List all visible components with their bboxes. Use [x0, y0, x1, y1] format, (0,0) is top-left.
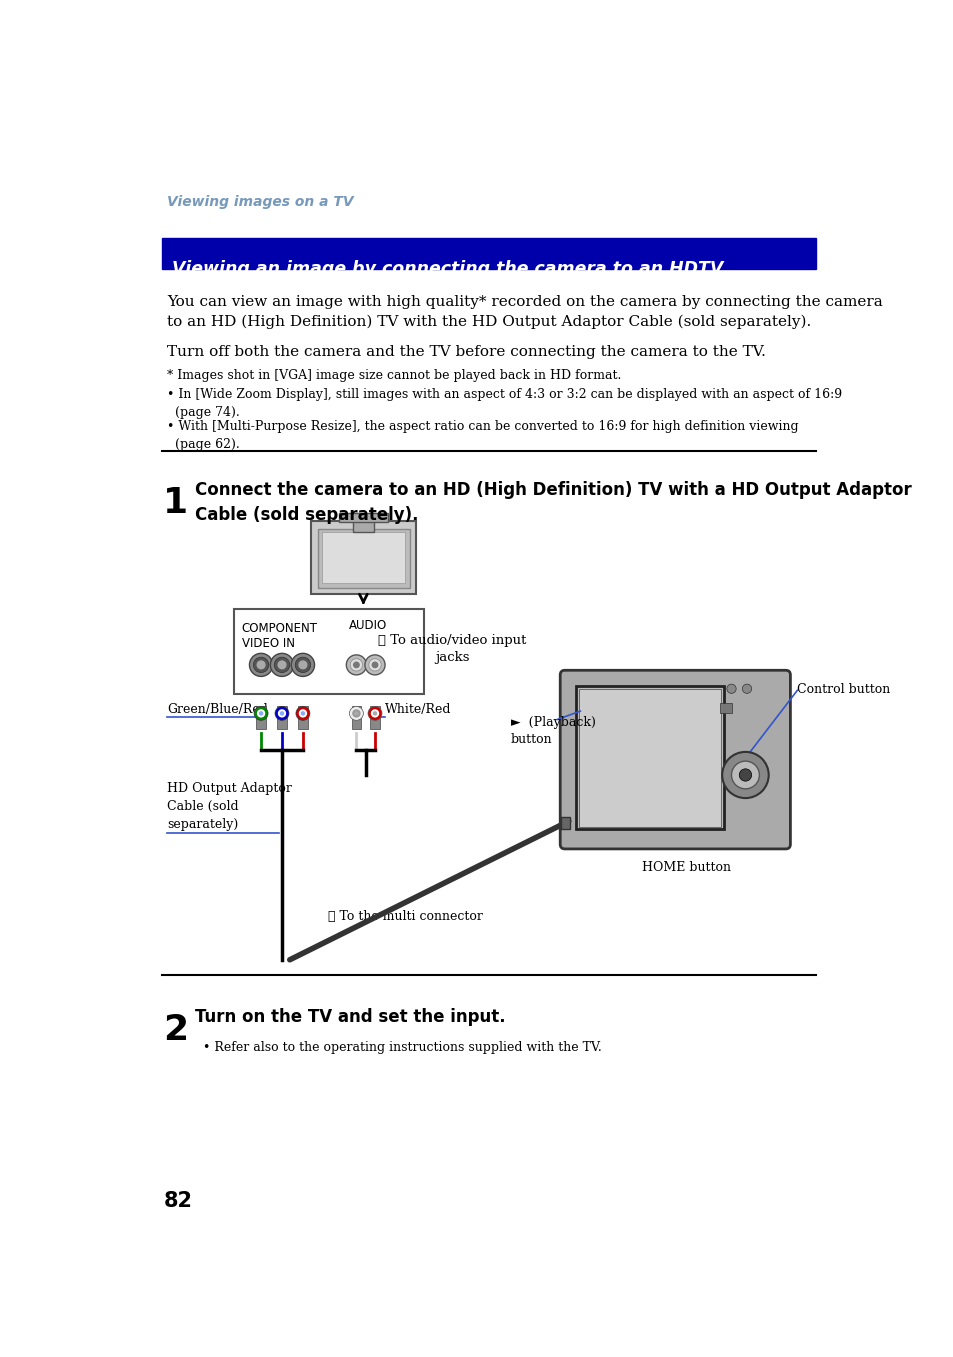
Text: You can view an image with high quality* recorded on the camera by connecting th: You can view an image with high quality*… — [167, 296, 882, 330]
Circle shape — [372, 662, 377, 668]
Text: Viewing images on a TV: Viewing images on a TV — [167, 195, 354, 209]
Text: Turn off both the camera and the TV before connecting the camera to the TV.: Turn off both the camera and the TV befo… — [167, 345, 765, 360]
Circle shape — [353, 710, 359, 716]
Text: Control button: Control button — [797, 683, 890, 696]
Circle shape — [349, 707, 363, 721]
Circle shape — [274, 657, 290, 673]
Circle shape — [721, 752, 768, 798]
Text: ② To the multi connector: ② To the multi connector — [328, 909, 483, 923]
Circle shape — [249, 653, 273, 676]
Bar — [370, 706, 379, 729]
Circle shape — [739, 769, 751, 782]
Bar — [322, 532, 405, 584]
Circle shape — [280, 712, 283, 715]
Circle shape — [299, 710, 306, 716]
Circle shape — [257, 710, 264, 716]
Circle shape — [346, 655, 366, 674]
Circle shape — [368, 707, 381, 721]
Circle shape — [253, 657, 269, 673]
Circle shape — [253, 707, 268, 721]
Circle shape — [294, 657, 311, 673]
Circle shape — [355, 712, 357, 715]
Text: AUDIO: AUDIO — [348, 619, 387, 631]
FancyBboxPatch shape — [559, 670, 790, 849]
Bar — [277, 706, 286, 729]
Bar — [352, 706, 360, 729]
Text: Green/Blue/Red: Green/Blue/Red — [167, 703, 268, 715]
Circle shape — [295, 707, 310, 721]
Bar — [560, 817, 570, 829]
Circle shape — [371, 710, 378, 716]
Text: Viewing an image by connecting the camera to an HDTV: Viewing an image by connecting the camer… — [172, 259, 722, 278]
Text: • Refer also to the operating instructions supplied with the TV.: • Refer also to the operating instructio… — [203, 1041, 601, 1053]
Bar — [317, 529, 410, 588]
Text: White/Red: White/Red — [385, 703, 451, 715]
Circle shape — [257, 661, 265, 669]
Text: * Images shot in [VGA] image size cannot be played back in HD format.: * Images shot in [VGA] image size cannot… — [167, 369, 621, 383]
Bar — [720, 703, 732, 714]
Text: HD Output Adaptor
Cable (sold
separately): HD Output Adaptor Cable (sold separately… — [167, 782, 292, 832]
Text: 2: 2 — [163, 1012, 189, 1046]
Circle shape — [350, 658, 362, 672]
Text: HOME button: HOME button — [641, 862, 731, 874]
FancyBboxPatch shape — [338, 513, 388, 522]
Bar — [256, 706, 266, 729]
Bar — [162, 239, 815, 269]
Circle shape — [365, 655, 385, 674]
Circle shape — [354, 662, 358, 668]
Bar — [233, 609, 423, 695]
Text: Connect the camera to an HD (High Definition) TV with a HD Output Adaptor
Cable : Connect the camera to an HD (High Defini… — [195, 480, 911, 524]
Circle shape — [301, 712, 304, 715]
Circle shape — [278, 661, 286, 669]
Circle shape — [369, 658, 381, 672]
Circle shape — [270, 653, 294, 676]
Text: 82: 82 — [163, 1191, 193, 1210]
Circle shape — [291, 653, 314, 676]
Text: ① To audio/video input
jacks: ① To audio/video input jacks — [378, 634, 526, 664]
Circle shape — [274, 707, 289, 721]
Circle shape — [741, 684, 751, 693]
Text: • With [Multi-Purpose Resize], the aspect ratio can be converted to 16:9 for hig: • With [Multi-Purpose Resize], the aspec… — [167, 421, 798, 451]
Circle shape — [373, 712, 376, 715]
Circle shape — [726, 684, 736, 693]
Text: Turn on the TV and set the input.: Turn on the TV and set the input. — [195, 1007, 505, 1026]
Circle shape — [731, 761, 759, 788]
Circle shape — [298, 661, 307, 669]
Bar — [578, 689, 720, 826]
Bar — [353, 521, 374, 532]
Circle shape — [278, 710, 285, 716]
Circle shape — [259, 712, 262, 715]
FancyBboxPatch shape — [311, 521, 416, 594]
Bar — [576, 687, 723, 829]
Text: ►  (Playback)
button: ► (Playback) button — [510, 715, 595, 746]
Text: • In [Wide Zoom Display], still images with an aspect of 4:3 or 3:2 can be displ: • In [Wide Zoom Display], still images w… — [167, 388, 841, 419]
Bar — [298, 706, 307, 729]
Text: 1: 1 — [163, 486, 189, 520]
Text: COMPONENT
VIDEO IN: COMPONENT VIDEO IN — [241, 622, 317, 650]
